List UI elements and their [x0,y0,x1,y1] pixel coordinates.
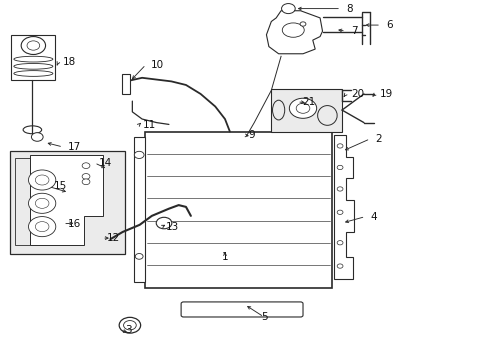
Circle shape [156,217,171,229]
Text: 19: 19 [379,89,392,99]
Circle shape [82,163,90,168]
Bar [15,158,30,244]
Circle shape [119,318,141,333]
Circle shape [336,187,342,191]
Circle shape [336,240,342,245]
Circle shape [336,144,342,148]
Text: 9: 9 [248,130,255,140]
Circle shape [281,4,295,14]
Circle shape [28,193,56,213]
Circle shape [31,133,43,141]
Bar [11,35,55,80]
Bar [79,158,98,189]
Polygon shape [333,135,353,279]
Text: 6: 6 [385,20,392,30]
Circle shape [300,22,305,26]
Text: 17: 17 [68,142,81,152]
Text: 8: 8 [345,4,352,14]
Circle shape [336,210,342,215]
Text: 21: 21 [302,97,315,107]
Circle shape [135,253,143,259]
Bar [10,151,125,253]
Text: 20: 20 [350,89,363,99]
Bar [122,74,130,94]
Circle shape [28,217,56,237]
Text: 7: 7 [350,26,357,36]
Circle shape [82,174,90,179]
Text: 5: 5 [260,312,267,322]
Circle shape [28,170,56,190]
Text: 4: 4 [369,212,376,221]
Circle shape [289,98,316,118]
FancyBboxPatch shape [181,302,303,317]
Text: 2: 2 [374,134,381,144]
Text: 3: 3 [125,325,131,335]
Text: 14: 14 [99,158,112,168]
Text: 1: 1 [221,252,228,262]
Text: 16: 16 [68,219,81,229]
Text: 12: 12 [107,233,120,243]
Circle shape [134,151,144,158]
Text: 11: 11 [143,121,156,130]
Bar [271,89,341,132]
Text: 18: 18 [63,57,76,67]
Text: 13: 13 [165,222,179,232]
Bar [134,137,144,282]
Polygon shape [266,11,322,54]
Bar [144,132,331,288]
Circle shape [336,165,342,170]
Circle shape [21,37,45,54]
Polygon shape [30,155,103,244]
Text: 10: 10 [151,59,163,69]
Circle shape [336,264,342,268]
Text: 15: 15 [53,181,66,192]
Circle shape [82,179,90,185]
